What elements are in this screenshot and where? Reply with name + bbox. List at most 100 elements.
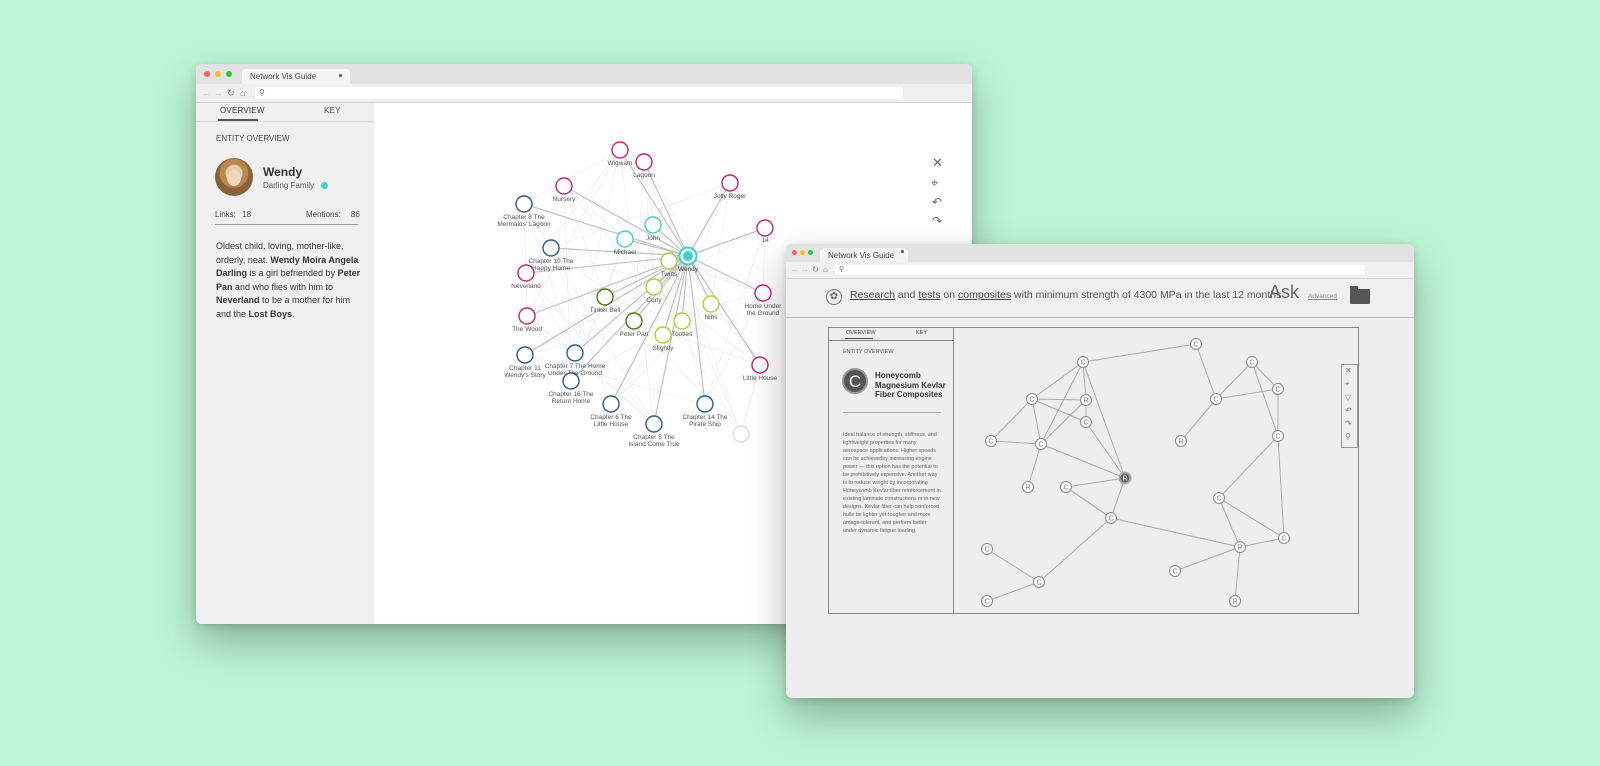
browser-tab[interactable]: Network Vis Guide: [820, 248, 908, 262]
brain-icon[interactable]: ✿: [826, 289, 842, 305]
reload-icon[interactable]: ↻: [812, 265, 819, 274]
graph-node[interactable]: Curly: [645, 278, 663, 304]
node-circle[interactable]: [566, 344, 584, 362]
node-circle[interactable]: [1234, 541, 1246, 553]
graph-node[interactable]: C: [1169, 565, 1181, 577]
node-circle[interactable]: [1035, 438, 1047, 450]
node-circle[interactable]: [702, 295, 720, 313]
close-window-button[interactable]: [792, 250, 797, 255]
node-circle[interactable]: [644, 216, 662, 234]
node-circle[interactable]: [721, 174, 739, 192]
graph-node[interactable]: C: [981, 595, 993, 607]
back-arrow-icon[interactable]: ←: [202, 88, 211, 98]
node-circle[interactable]: [985, 435, 997, 447]
node-circle[interactable]: [1080, 394, 1092, 406]
node-circle[interactable]: [673, 312, 691, 330]
folder-icon[interactable]: [1350, 286, 1370, 304]
node-circle[interactable]: [1190, 338, 1202, 350]
node-circle[interactable]: [616, 230, 634, 248]
node-circle[interactable]: [732, 425, 750, 443]
graph-node[interactable]: 14: [756, 219, 774, 244]
minimize-window-button[interactable]: [215, 71, 221, 77]
redo-icon[interactable]: ↷: [1345, 419, 1352, 428]
crosshair-icon[interactable]: ⌖: [931, 175, 939, 190]
close-icon[interactable]: ✕: [932, 155, 943, 170]
address-bar[interactable]: ⚲: [255, 87, 903, 99]
crosshair-icon[interactable]: ⌖: [1345, 379, 1350, 388]
graph-node[interactable]: C: [1278, 532, 1290, 544]
node-circle[interactable]: [696, 395, 714, 413]
minimize-window-button[interactable]: [800, 250, 805, 255]
tab-close-icon[interactable]: [339, 74, 342, 77]
graph-node[interactable]: C: [1026, 393, 1038, 405]
close-icon[interactable]: ✕: [1345, 366, 1352, 375]
node-circle[interactable]: [1022, 481, 1034, 493]
graph-node[interactable]: C: [981, 543, 993, 555]
graph-node[interactable]: Lagoon: [633, 153, 655, 179]
node-circle[interactable]: [1077, 356, 1089, 368]
node-circle[interactable]: [635, 153, 653, 171]
node-circle[interactable]: [555, 177, 573, 195]
query-keyword[interactable]: Research: [850, 289, 895, 301]
graph-node[interactable]: C: [1077, 356, 1089, 368]
graph-node[interactable]: C: [1105, 512, 1117, 524]
composites-network-graph[interactable]: C C C C R C C C C R C C R R C C C R C C C C R C: [954, 328, 1358, 613]
maximize-window-button[interactable]: [808, 250, 813, 255]
graph-node[interactable]: Tinker Bell: [590, 288, 621, 314]
node-circle[interactable]: [518, 307, 536, 325]
forward-arrow-icon[interactable]: →: [214, 88, 223, 98]
graph-node[interactable]: Tootles: [672, 312, 693, 338]
graph-node[interactable]: Peter Pan: [620, 312, 649, 338]
tab-key[interactable]: KEY: [324, 106, 341, 115]
node-circle[interactable]: [981, 595, 993, 607]
node-circle[interactable]: [1210, 393, 1222, 405]
graph-node[interactable]: R: [1080, 394, 1092, 406]
node-circle[interactable]: [645, 278, 663, 296]
tab-overview[interactable]: OVERVIEW: [846, 330, 876, 336]
graph-node[interactable]: Neverland: [511, 264, 541, 290]
node-circle[interactable]: [645, 415, 663, 433]
graph-node-center[interactable]: Wendy: [678, 246, 699, 274]
node-circle[interactable]: [1175, 435, 1187, 447]
close-window-button[interactable]: [204, 71, 210, 77]
node-circle[interactable]: [542, 239, 560, 257]
node-circle[interactable]: [1246, 356, 1258, 368]
graph-node[interactable]: C: [1213, 492, 1225, 504]
graph-node[interactable]: Little House: [743, 356, 778, 382]
graph-node[interactable]: Jolly Roger: [714, 174, 747, 200]
graph-node[interactable]: C: [1033, 576, 1045, 588]
query-text[interactable]: Research and tests on composites with mi…: [850, 289, 1281, 301]
graph-node[interactable]: Wigwam: [608, 141, 633, 167]
graph-node[interactable]: R: [1229, 595, 1241, 607]
redo-icon[interactable]: ↷: [932, 214, 943, 228]
node-circle[interactable]: [515, 195, 533, 213]
graph-node[interactable]: Michael: [614, 230, 637, 256]
back-arrow-icon[interactable]: ←: [791, 265, 799, 274]
node-circle[interactable]: [1118, 471, 1132, 485]
node-circle[interactable]: [754, 284, 772, 302]
graph-node[interactable]: Twins: [660, 252, 678, 278]
node-circle[interactable]: [516, 346, 534, 364]
graph-node[interactable]: R: [1118, 471, 1132, 485]
node-circle[interactable]: [751, 356, 769, 374]
graph-node[interactable]: C: [1190, 338, 1202, 350]
graph-node[interactable]: R: [1234, 541, 1246, 553]
graph-node[interactable]: C: [1080, 416, 1092, 428]
node-circle[interactable]: [1060, 481, 1072, 493]
node-circle[interactable]: [611, 141, 629, 159]
tab-close-icon[interactable]: [901, 250, 904, 253]
node-circle[interactable]: [562, 372, 580, 390]
home-icon[interactable]: ⌂: [240, 88, 246, 98]
filter-icon[interactable]: ▽: [1345, 393, 1352, 402]
node-circle[interactable]: [756, 219, 774, 237]
node-circle[interactable]: [1272, 430, 1284, 442]
node-circle[interactable]: [625, 312, 643, 330]
graph-node[interactable]: Slightly: [653, 326, 675, 352]
graph-node[interactable]: [732, 425, 750, 443]
